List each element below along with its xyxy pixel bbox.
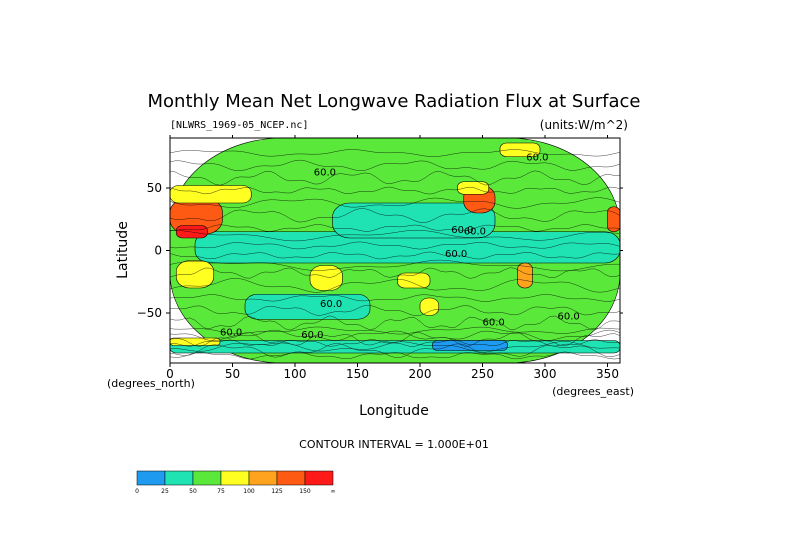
plot-area: 60.060.060.060.060.060.060.060.060.0 60.0… [137,135,623,381]
plot-field: 60.060.060.060.060.060.060.060.060.0 60.0 [170,138,620,363]
contour-label: 60.0 [464,226,486,237]
colorbar-label: 125 [271,488,283,495]
field-region [419,297,440,316]
x-tick-label: 250 [471,367,494,381]
x-tick-label: 100 [284,367,307,381]
field-region [607,206,620,233]
contour-label: 60.0 [526,153,548,164]
colorbar-label: 150 [299,488,311,495]
contour-line [170,294,620,302]
colorbar-label: 100 [243,488,255,495]
x-unit-label: (degrees_east) [552,385,634,398]
contour-line [170,241,620,250]
field-region [170,185,252,204]
contour-line [170,197,620,209]
field-region [244,293,371,320]
colorbar-label: 50 [189,488,197,495]
file-label: [NLWRS_1969-05_NCEP.nc] [170,120,308,131]
contour-line [170,351,620,360]
y-axis-label: Latitude [115,221,131,279]
contour-label: 60.0 [320,299,342,310]
contour-label: 60.0 [483,318,505,329]
field-region [309,265,343,291]
contour-line [170,315,620,331]
x-axis-label: Longitude [359,403,429,419]
colorbar-swatch [164,470,194,486]
field-region [517,262,533,289]
contour-line [170,305,620,317]
colorbar-label: ∞ [331,488,336,495]
y-tick-label: 0 [154,244,162,258]
contour-lines [170,149,620,360]
x-tick-label: 200 [409,367,432,381]
colorbar-swatch [192,470,222,486]
colorbar-label: 0 [135,488,139,495]
field-region [397,272,431,289]
contour-line [170,341,620,353]
contour-interval-text: CONTOUR INTERVAL = 1.000E+01 [299,438,489,451]
y-unit-label: (degrees_north) [107,377,195,390]
contour-line [170,259,620,272]
colorbar-swatch [248,470,278,486]
contour-label: 60.0 [314,168,336,179]
contour-label: 60.0 [220,328,242,339]
contour-line [170,208,620,223]
colorbar-swatch [304,470,334,486]
contour-line [170,186,620,195]
colorbar-swatch [220,470,250,486]
units-label: (units:W/m^2) [540,118,628,132]
colorbar-label: 75 [217,488,225,495]
field-region [175,225,208,239]
contour-line [170,170,620,186]
contour-line [170,329,620,342]
contour-label: 60.0 [301,330,323,341]
x-tick-label: 50 [225,367,240,381]
y-tick-label: 50 [147,181,162,195]
colorbar-label: 25 [161,488,169,495]
contour-line [170,149,620,157]
x-tick-label: 300 [534,367,557,381]
contour-line [170,331,620,347]
contour-label: 60.0 [558,311,580,322]
contour-label: 60.0 [451,225,473,236]
contour-line [170,278,620,293]
contour-line [170,224,620,232]
x-tick-label: 150 [346,367,369,381]
contour-line [170,230,620,242]
x-tick-label: 0 [166,367,174,381]
contour-line [170,159,620,172]
colorbar-swatch [276,470,306,486]
colorbar-swatch [136,470,166,486]
colorbar: 0 25 50 75 100 125 150 ∞ [135,470,336,495]
y-tick-label: −50 [137,306,162,320]
contour-line [170,251,620,260]
contour-line [170,326,620,335]
contour-line [170,343,620,358]
contour-line [170,267,620,279]
field-region [457,181,490,195]
chart-title: Monthly Mean Net Longwave Radiation Flux… [148,91,641,112]
contour-label: 60.0 [445,249,467,260]
field-region [175,260,215,289]
x-tick-label: 350 [596,367,619,381]
contour-line [170,339,620,347]
